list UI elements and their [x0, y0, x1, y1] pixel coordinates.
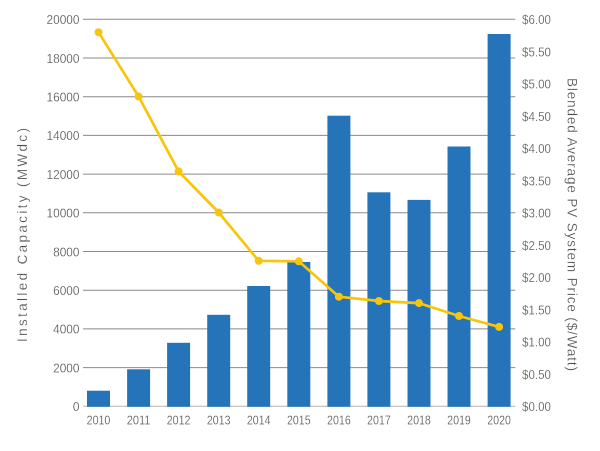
svg-text:$5.50: $5.50: [522, 44, 551, 59]
svg-text:8000: 8000: [53, 244, 79, 259]
svg-text:2014: 2014: [247, 413, 271, 428]
svg-text:2011: 2011: [127, 413, 151, 428]
svg-text:16000: 16000: [47, 90, 80, 105]
svg-text:2018: 2018: [407, 413, 431, 428]
svg-text:$3.00: $3.00: [522, 206, 551, 221]
svg-text:$1.00: $1.00: [522, 335, 551, 350]
svg-text:12000: 12000: [47, 167, 80, 182]
svg-text:14000: 14000: [47, 128, 80, 143]
svg-text:2019: 2019: [447, 413, 471, 428]
svg-text:2012: 2012: [167, 413, 191, 428]
svg-text:10000: 10000: [47, 206, 80, 221]
svg-text:$0.00: $0.00: [522, 399, 551, 414]
svg-text:2016: 2016: [327, 413, 351, 428]
svg-text:$2.00: $2.00: [522, 270, 551, 285]
svg-text:$4.00: $4.00: [522, 141, 551, 156]
svg-text:Installed Capacity (MWdc): Installed Capacity (MWdc): [15, 128, 30, 342]
svg-text:0: 0: [73, 399, 80, 414]
svg-text:2000: 2000: [53, 360, 79, 375]
svg-text:$6.00: $6.00: [522, 12, 551, 27]
svg-text:4000: 4000: [53, 322, 79, 337]
svg-text:2013: 2013: [207, 413, 231, 428]
svg-text:2017: 2017: [367, 413, 391, 428]
svg-text:$4.50: $4.50: [522, 109, 551, 124]
svg-text:2020: 2020: [487, 413, 511, 428]
svg-text:$5.00: $5.00: [522, 77, 551, 92]
svg-text:6000: 6000: [53, 283, 79, 298]
svg-text:$2.50: $2.50: [522, 238, 551, 253]
svg-text:20000: 20000: [47, 12, 80, 27]
svg-text:18000: 18000: [47, 51, 80, 66]
svg-text:$0.50: $0.50: [522, 367, 551, 382]
svg-text:$1.50: $1.50: [522, 302, 551, 317]
svg-text:Blended Average PV System Pric: Blended Average PV System Price ($/Watt): [565, 78, 580, 371]
svg-text:2010: 2010: [87, 413, 111, 428]
svg-text:$3.50: $3.50: [522, 173, 551, 188]
svg-text:2015: 2015: [287, 413, 311, 428]
